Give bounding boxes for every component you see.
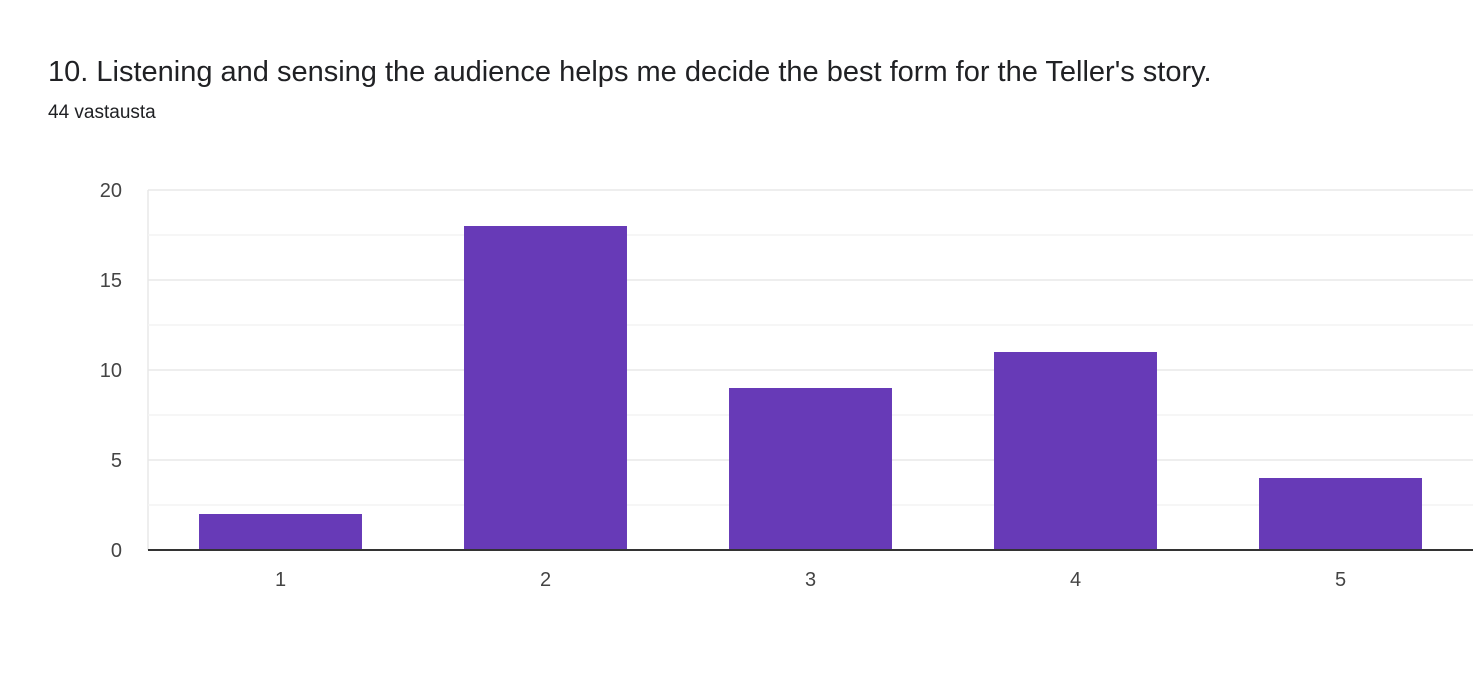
x-tick-label: 2 [540, 569, 551, 591]
y-tick-label: 20 [100, 180, 122, 202]
x-tick-label: 1 [275, 569, 286, 591]
y-tick-label: 15 [100, 270, 122, 292]
chart-bars [199, 226, 1422, 550]
x-tick-label: 5 [1335, 569, 1346, 591]
y-tick-label: 0 [111, 540, 122, 562]
bar-2 [464, 226, 627, 550]
x-tick-label: 3 [805, 569, 816, 591]
bar-4 [994, 352, 1157, 550]
y-tick-label: 5 [111, 450, 122, 472]
bar-5 [1259, 478, 1422, 550]
chart-axes: 0 5 10 15 20 1 2 3 4 5 [100, 180, 1473, 591]
bar-1 [199, 514, 362, 550]
response-count: 44 vastausta [48, 102, 156, 123]
x-tick-label: 4 [1070, 569, 1081, 591]
question-title: 10. Listening and sensing the audience h… [48, 56, 1212, 88]
bar-3 [729, 388, 892, 550]
y-tick-label: 10 [100, 360, 122, 382]
